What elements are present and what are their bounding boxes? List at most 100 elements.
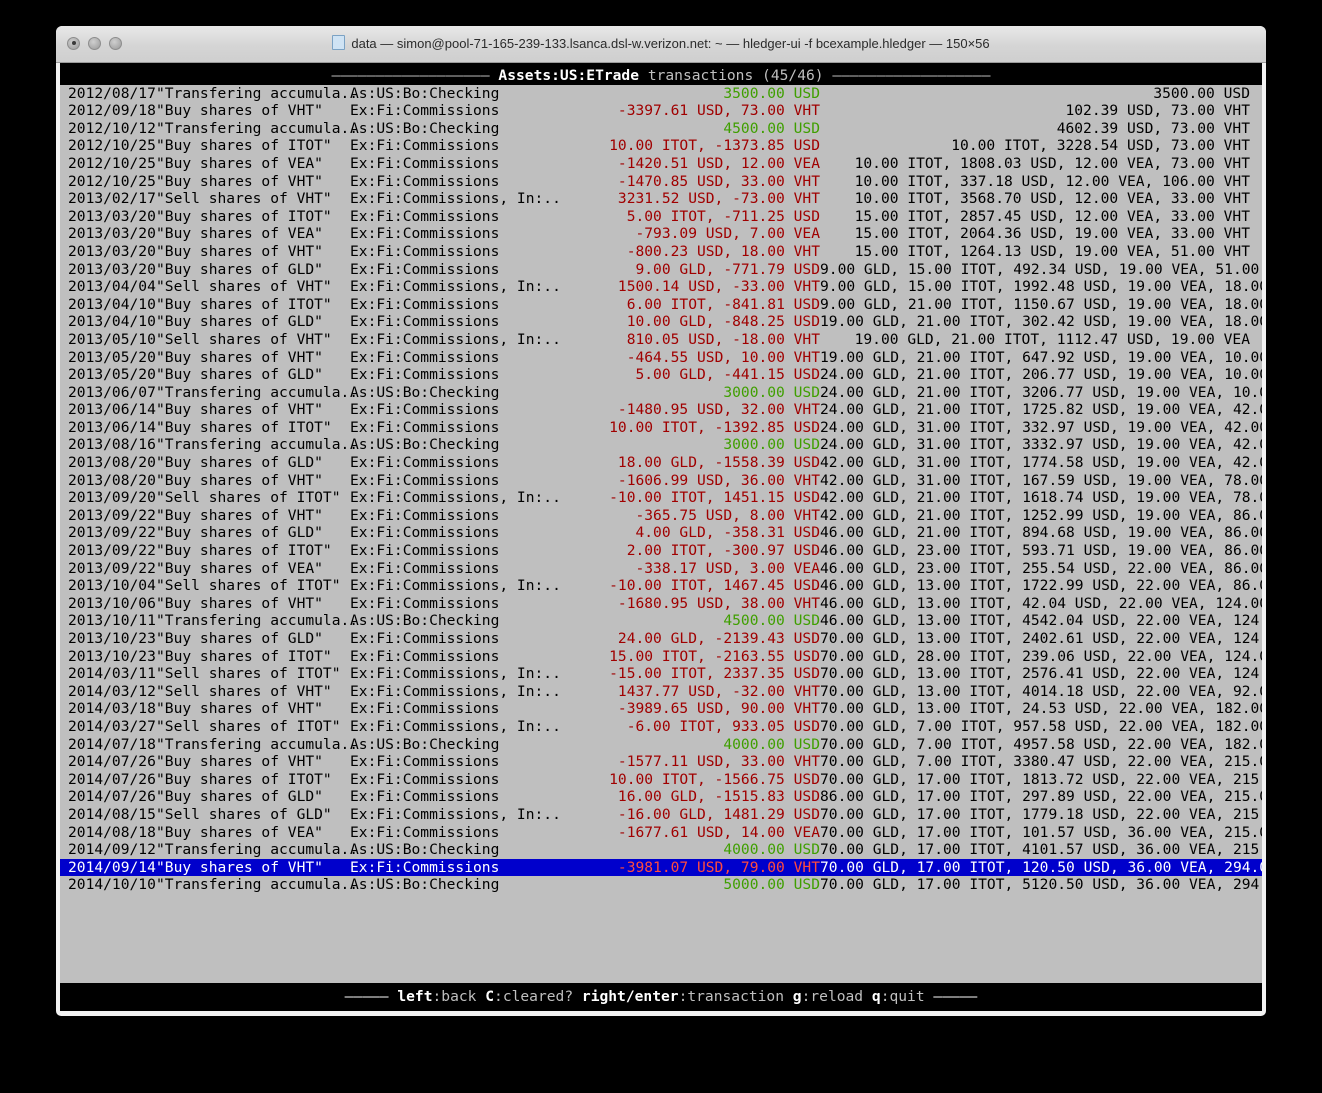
- table-row[interactable]: 2013/09/22"Buy shares of VHT" Ex:Fi:Commi…: [60, 507, 1262, 525]
- table-row[interactable]: 2014/08/15"Sell shares of GLD" Ex:Fi:Comm…: [60, 806, 1262, 824]
- table-row[interactable]: 2012/10/25"Buy shares of ITOT" Ex:Fi:Comm…: [60, 137, 1262, 155]
- table-row[interactable]: 2013/08/16"Transfering accumula..As:US:B…: [60, 436, 1262, 454]
- table-row[interactable]: 2014/07/26"Buy shares of GLD" Ex:Fi:Commi…: [60, 788, 1262, 806]
- row-description: "Transfering accumula..: [156, 436, 359, 454]
- row-description: "Buy shares of VEA": [156, 225, 323, 243]
- footer-key-c[interactable]: C: [485, 988, 495, 1005]
- table-row[interactable]: 2013/05/20"Buy shares of VHT" Ex:Fi:Commi…: [60, 349, 1262, 367]
- row-balance: 42.00 GLD, 21.00 ITOT, 1252.99 USD, 19.0…: [820, 506, 1262, 524]
- row-description: "Buy shares of VEA": [156, 823, 323, 841]
- zoom-button[interactable]: [109, 37, 122, 50]
- row-balance: 46.00 GLD, 21.00 ITOT, 894.68 USD, 19.00…: [820, 524, 1262, 542]
- row-balance: 42.00 GLD, 21.00 ITOT, 1618.74 USD, 19.0…: [820, 489, 1262, 507]
- table-row[interactable]: 2014/03/27"Sell shares of ITOT" Ex:Fi:Com…: [60, 718, 1262, 736]
- table-row[interactable]: 2014/03/12"Sell shares of VHT" Ex:Fi:Comm…: [60, 683, 1262, 701]
- table-row[interactable]: 2013/05/20"Buy shares of GLD" Ex:Fi:Commi…: [60, 366, 1262, 384]
- row-amount: -1677.61 USD, 14.00 VEA: [617, 823, 820, 841]
- footer-action-transaction: :transaction: [678, 988, 793, 1005]
- table-row[interactable]: 2012/10/12"Transfering accumula..As:US:B…: [60, 120, 1262, 138]
- row-date: 2013/05/10: [68, 330, 156, 348]
- row-account: Ex:Fi:Commissions: [350, 313, 500, 331]
- row-amount: 10.00 ITOT, -1373.85 USD: [609, 137, 820, 155]
- close-button[interactable]: [67, 37, 80, 50]
- table-row[interactable]: 2013/08/20"Buy shares of VHT" Ex:Fi:Commi…: [60, 472, 1262, 490]
- transactions-list[interactable]: 2012/08/17"Transfering accumula..As:US:B…: [60, 84, 1262, 947]
- table-row[interactable]: 2013/03/20"Buy shares of VEA" Ex:Fi:Commi…: [60, 225, 1262, 243]
- row-account: As:US:Bo:Checking: [350, 119, 500, 137]
- row-balance: 19.00 GLD, 21.00 ITOT, 1112.47 USD, 19.0…: [854, 330, 1250, 348]
- window-titlebar[interactable]: data — simon@pool-71-165-239-133.lsanca.…: [56, 26, 1266, 63]
- row-date: 2014/08/15: [68, 805, 156, 823]
- table-row[interactable]: 2013/10/06"Buy shares of VHT" Ex:Fi:Commi…: [60, 595, 1262, 613]
- row-account: As:US:Bo:Checking: [350, 735, 500, 753]
- row-amount: 4500.00 USD: [723, 612, 820, 630]
- table-row[interactable]: 2013/06/14"Buy shares of ITOT" Ex:Fi:Comm…: [60, 419, 1262, 437]
- table-row[interactable]: 2013/08/20"Buy shares of GLD" Ex:Fi:Commi…: [60, 454, 1262, 472]
- table-row[interactable]: 2014/09/14"Buy shares of VHT" Ex:Fi:Commi…: [60, 858, 1262, 877]
- footer-key-left[interactable]: left: [397, 988, 433, 1005]
- table-row[interactable]: 2013/09/22"Buy shares of GLD" Ex:Fi:Commi…: [60, 524, 1262, 542]
- table-row[interactable]: 2014/10/10"Transfering accumula..As:US:B…: [60, 876, 1262, 894]
- table-row[interactable]: 2013/05/10"Sell shares of VHT" Ex:Fi:Comm…: [60, 331, 1262, 349]
- row-account: Ex:Fi:Commissions: [350, 242, 500, 260]
- table-row[interactable]: 2013/04/10"Buy shares of ITOT" Ex:Fi:Comm…: [60, 296, 1262, 314]
- row-amount: -464.55 USD, 10.00 VHT: [626, 348, 820, 366]
- footer-key-rightenter[interactable]: right/enter: [581, 988, 679, 1005]
- table-row[interactable]: 2013/10/11"Transfering accumula..As:US:B…: [60, 612, 1262, 630]
- row-account: Ex:Fi:Commissions: [350, 594, 500, 612]
- terminal-area[interactable]: —————————————————— Assets:US:ETrade tran…: [60, 63, 1262, 1011]
- row-balance: 24.00 GLD, 21.00 ITOT, 206.77 USD, 19.00…: [820, 366, 1262, 384]
- row-date: 2013/10/23: [68, 647, 156, 665]
- row-account: Ex:Fi:Commissions, In:..: [350, 489, 561, 507]
- row-account: Ex:Fi:Commissions: [350, 700, 500, 718]
- table-row[interactable]: 2014/08/18"Buy shares of VEA" Ex:Fi:Commi…: [60, 824, 1262, 842]
- hledger-ui-screen[interactable]: —————————————————— Assets:US:ETrade tran…: [60, 63, 1262, 1011]
- table-row[interactable]: 2012/10/25"Buy shares of VHT" Ex:Fi:Commi…: [60, 173, 1262, 191]
- table-row[interactable]: 2013/06/14"Buy shares of VHT" Ex:Fi:Commi…: [60, 401, 1262, 419]
- table-row[interactable]: 2013/03/20"Buy shares of ITOT" Ex:Fi:Comm…: [60, 208, 1262, 226]
- minimize-button[interactable]: [88, 37, 101, 50]
- row-account: Ex:Fi:Commissions: [350, 559, 500, 577]
- table-row[interactable]: 2013/09/22"Buy shares of ITOT" Ex:Fi:Comm…: [60, 542, 1262, 560]
- row-amount: -3981.07 USD, 79.00 VHT: [617, 858, 820, 876]
- table-row[interactable]: 2013/10/04"Sell shares of ITOT" Ex:Fi:Com…: [60, 577, 1262, 595]
- table-row[interactable]: 2013/04/04"Sell shares of VHT" Ex:Fi:Comm…: [60, 278, 1262, 296]
- table-row[interactable]: 2014/07/26"Buy shares of VHT" Ex:Fi:Commi…: [60, 753, 1262, 771]
- table-row[interactable]: 2013/02/17"Sell shares of VHT" Ex:Fi:Comm…: [60, 190, 1262, 208]
- row-description: "Buy shares of ITOT": [156, 295, 332, 313]
- table-row[interactable]: 2013/06/07"Transfering accumula..As:US:B…: [60, 384, 1262, 402]
- row-account: Ex:Fi:Commissions: [350, 348, 500, 366]
- footer-rule-right: —————: [924, 988, 978, 1005]
- row-account: Ex:Fi:Commissions, In:..: [350, 665, 561, 683]
- row-balance: 9.00 GLD, 15.00 ITOT, 492.34 USD, 19.00 …: [820, 260, 1262, 278]
- table-row[interactable]: 2014/07/26"Buy shares of ITOT" Ex:Fi:Comm…: [60, 771, 1262, 789]
- row-account: Ex:Fi:Commissions: [350, 630, 500, 647]
- table-row[interactable]: 2013/09/22"Buy shares of VEA" Ex:Fi:Commi…: [60, 560, 1262, 578]
- table-row[interactable]: 2013/09/20"Sell shares of ITOT" Ex:Fi:Com…: [60, 489, 1262, 507]
- table-row[interactable]: 2013/04/10"Buy shares of GLD" Ex:Fi:Commi…: [60, 313, 1262, 331]
- table-row[interactable]: 2013/03/20"Buy shares of VHT" Ex:Fi:Commi…: [60, 243, 1262, 261]
- footer-key-q[interactable]: q: [871, 988, 881, 1005]
- footer-key-g[interactable]: g: [792, 988, 802, 1005]
- table-row[interactable]: 2013/03/20"Buy shares of GLD" Ex:Fi:Commi…: [60, 261, 1262, 279]
- table-row[interactable]: 2014/03/11"Sell shares of ITOT" Ex:Fi:Com…: [60, 665, 1262, 683]
- row-description: "Buy shares of VHT": [156, 242, 323, 260]
- row-account: Ex:Fi:Commissions: [350, 401, 500, 419]
- row-amount: -1680.95 USD, 38.00 VHT: [617, 594, 820, 612]
- table-row[interactable]: 2013/10/23"Buy shares of GLD" Ex:Fi:Commi…: [60, 630, 1262, 648]
- table-row[interactable]: 2012/10/25"Buy shares of VEA" Ex:Fi:Commi…: [60, 155, 1262, 173]
- row-account: Ex:Fi:Commissions: [350, 454, 500, 472]
- table-row[interactable]: 2013/10/23"Buy shares of ITOT" Ex:Fi:Comm…: [60, 648, 1262, 666]
- row-date: 2014/07/26: [68, 770, 156, 788]
- row-amount: -1470.85 USD, 33.00 VHT: [617, 172, 820, 190]
- table-row[interactable]: 2014/03/18"Buy shares of VHT" Ex:Fi:Commi…: [60, 700, 1262, 718]
- row-amount: -3397.61 USD, 73.00 VHT: [617, 102, 820, 120]
- table-row[interactable]: 2014/09/12"Transfering accumula..As:US:B…: [60, 841, 1262, 859]
- row-date: 2014/09/14: [68, 858, 156, 876]
- row-amount: 3000.00 USD: [723, 436, 820, 454]
- table-row[interactable]: 2014/07/18"Transfering accumula..As:US:B…: [60, 736, 1262, 754]
- footer-rule-top: [60, 983, 1262, 988]
- row-description: "Buy shares of VHT": [156, 348, 323, 366]
- table-row[interactable]: 2012/09/18"Buy shares of VHT" Ex:Fi:Commi…: [60, 102, 1262, 120]
- table-row[interactable]: 2012/08/17"Transfering accumula..As:US:B…: [60, 85, 1262, 103]
